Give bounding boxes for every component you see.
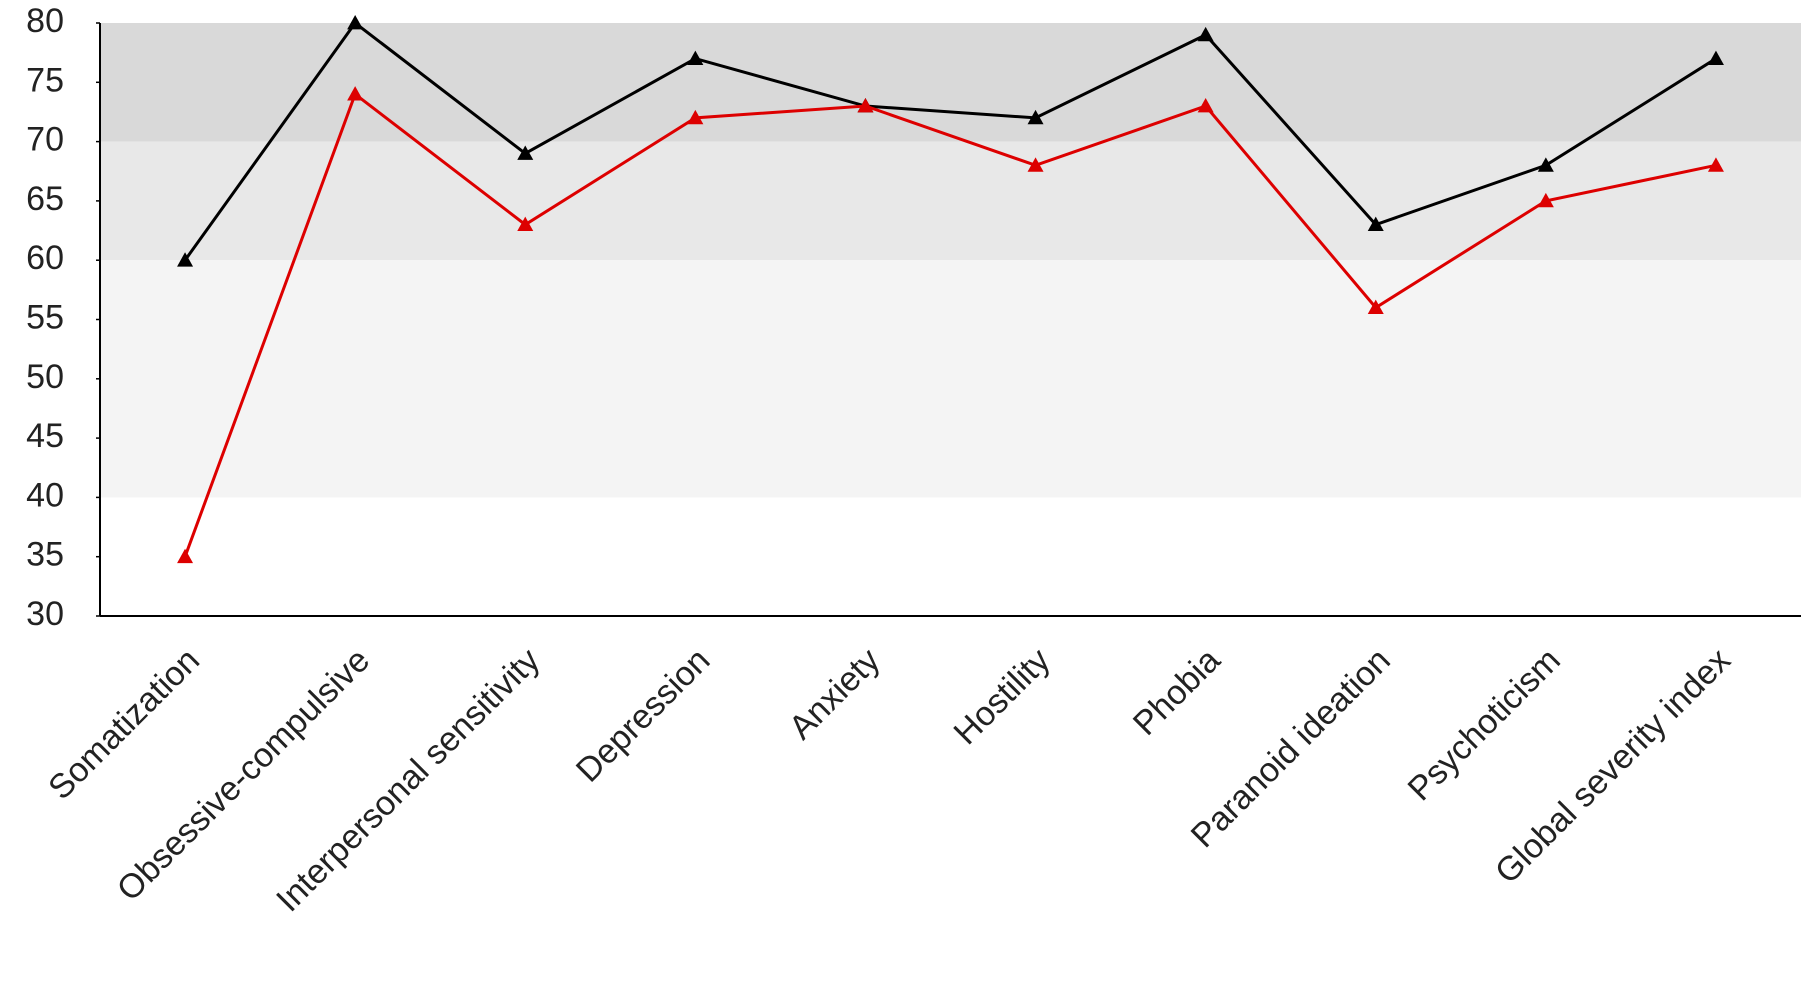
y-tick-label: 35 <box>26 536 64 574</box>
marker <box>1197 98 1214 113</box>
y-tick-label: 70 <box>26 121 64 159</box>
marker <box>1707 50 1724 65</box>
x-tick-label: Hostility <box>947 641 1058 752</box>
marker <box>857 98 874 113</box>
marker <box>517 216 534 232</box>
x-tick-label: Phobia <box>1126 641 1228 743</box>
marker <box>177 252 194 267</box>
x-tick-label: Anxiety <box>782 641 888 747</box>
band <box>100 260 1801 498</box>
y-tick-label: 40 <box>26 476 64 514</box>
marker <box>1367 216 1384 232</box>
marker <box>1197 26 1214 42</box>
series-line <box>183 91 1717 558</box>
x-tick-label: Depression <box>569 641 717 789</box>
marker <box>1537 157 1554 172</box>
x-tick-label: Psychoticism <box>1401 641 1568 808</box>
series-line <box>183 20 1717 262</box>
marker <box>347 86 364 101</box>
marker <box>687 50 704 65</box>
marker <box>1027 157 1044 172</box>
y-tick-label: 75 <box>26 61 64 99</box>
x-tick-label: Somatization <box>41 641 207 807</box>
marker <box>687 109 704 125</box>
band <box>100 23 1801 142</box>
marker <box>1707 157 1724 172</box>
y-tick-label: 30 <box>26 595 64 633</box>
marker <box>1537 192 1554 208</box>
y-tick-label: 55 <box>26 298 64 336</box>
y-tick-label: 80 <box>26 2 64 40</box>
marker <box>517 145 534 160</box>
marker <box>347 15 364 30</box>
marker <box>1367 299 1384 315</box>
marker <box>177 548 194 564</box>
y-tick-label: 65 <box>26 180 64 218</box>
marker <box>1027 109 1044 125</box>
band <box>100 141 1801 261</box>
y-tick-label: 50 <box>26 358 64 396</box>
y-tick-label: 45 <box>26 417 64 455</box>
y-tick-label: 60 <box>26 239 64 277</box>
